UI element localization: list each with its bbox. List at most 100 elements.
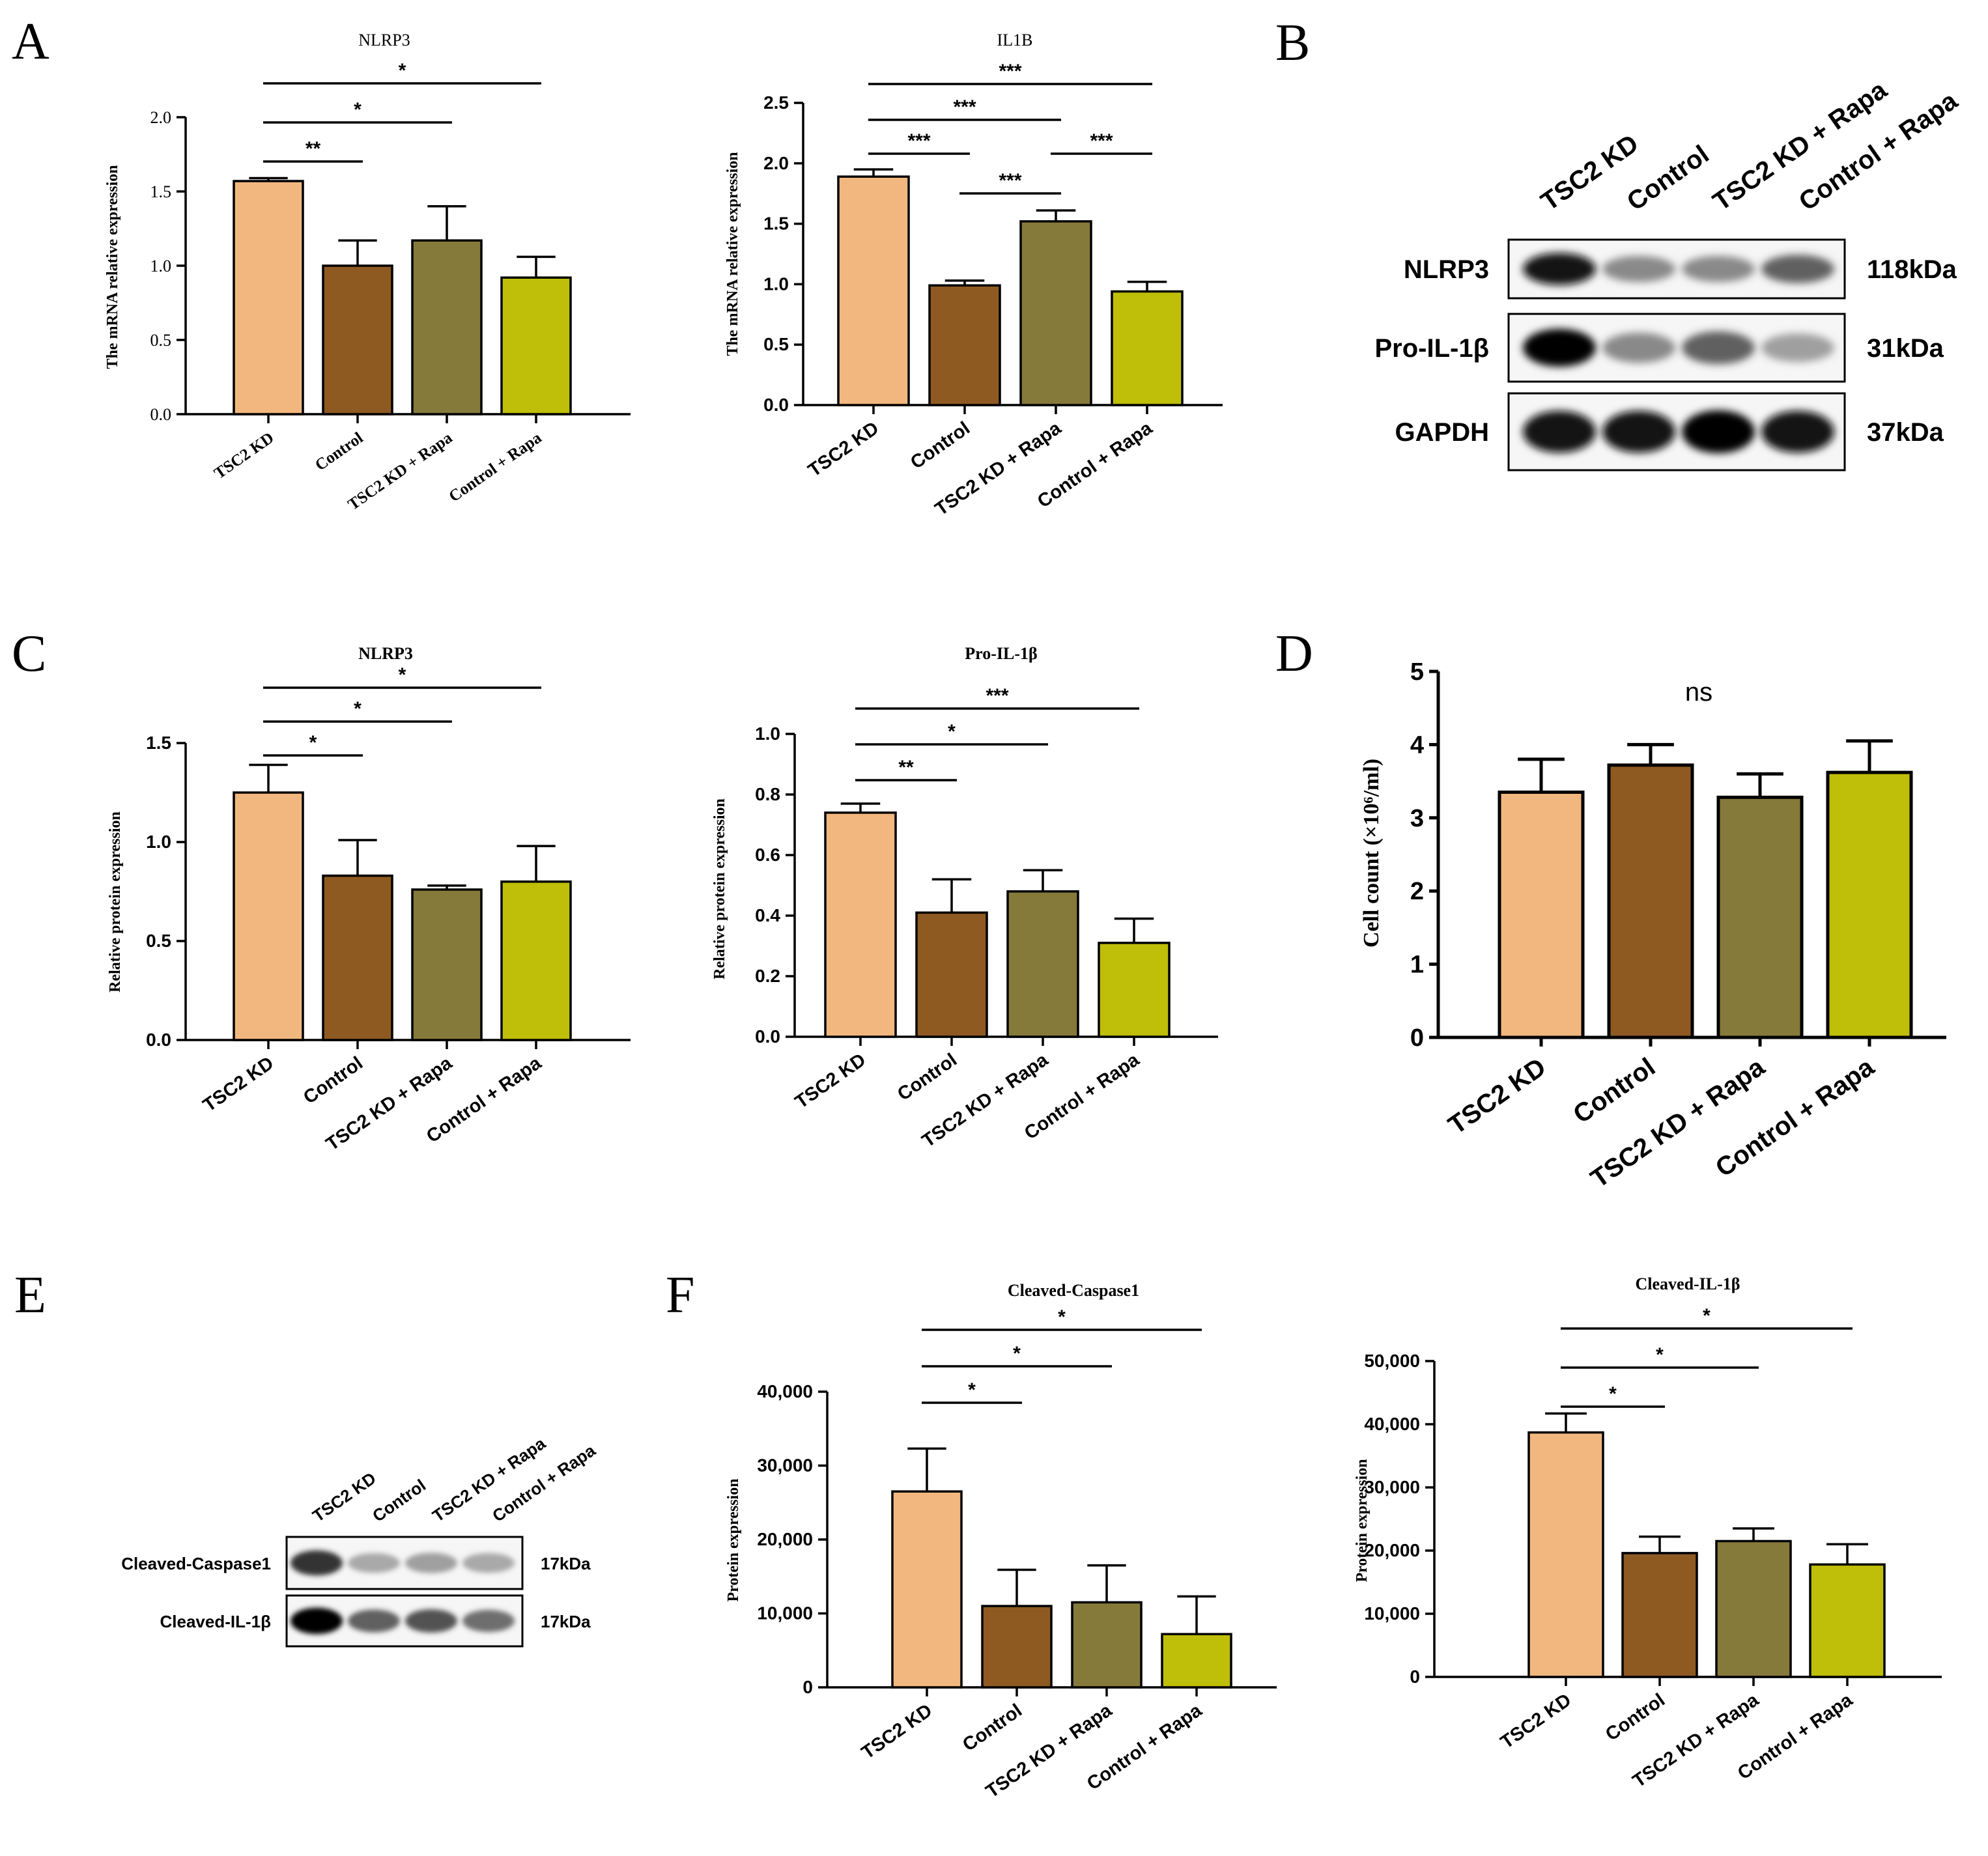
y-axis-label: Protein expression xyxy=(725,1478,742,1601)
bar xyxy=(500,880,572,1041)
bar xyxy=(1098,942,1171,1038)
y-axis-label: Cell count (×10⁶/ml) xyxy=(1359,759,1384,948)
bar xyxy=(500,276,572,415)
chart-a-nlrp3-mrna: NLRP3 The mRNA relative expression 0.0 0.5 1… xyxy=(104,31,631,514)
y-tick-label: 0.0 xyxy=(763,395,789,415)
y-tick-label: 0 xyxy=(1410,1666,1420,1687)
y-tick-label: 1.0 xyxy=(150,257,172,275)
significance-marker: * xyxy=(1656,1344,1664,1366)
blot-kda-label: 17kDa xyxy=(541,1612,591,1631)
category-label: TSC2 KD xyxy=(1443,1052,1551,1140)
category-label: TSC2 KD xyxy=(858,1700,936,1764)
chart-c-nlrp3-protein: NLRP3 Relative protein expression 0.0 0.5 1.… xyxy=(107,644,631,1155)
y-tick-label: 20,000 xyxy=(757,1529,813,1549)
significance-marker: * xyxy=(948,721,956,742)
y-axis-label: The mRNA relative expression xyxy=(104,165,121,369)
chart-f-cleaved-caspase1: Cleaved-Caspase1 Protein expression 0 10,00… xyxy=(725,1281,1277,1803)
bar xyxy=(411,239,483,415)
bar xyxy=(411,888,483,1041)
bar xyxy=(981,1605,1053,1689)
bar xyxy=(322,264,393,415)
blot-row-label: Cleaved-Caspase1 xyxy=(121,1554,271,1573)
bar xyxy=(824,811,897,1038)
blot-band xyxy=(1523,410,1596,453)
bar xyxy=(891,1490,963,1689)
significance-marker: *** xyxy=(907,130,930,152)
y-tick-label: 4 xyxy=(1410,731,1424,759)
blot-kda-label: 17kDa xyxy=(541,1554,591,1573)
category-label: Control xyxy=(1602,1690,1669,1745)
bar xyxy=(1809,1563,1886,1678)
significance-marker: * xyxy=(1013,1343,1021,1364)
category-label: TSC2 KD xyxy=(804,418,883,481)
significance-marker: ** xyxy=(898,757,914,778)
significance-marker: * xyxy=(1058,1306,1066,1328)
chart-title: IL1B xyxy=(997,31,1033,49)
blot-band xyxy=(1602,255,1675,283)
bar xyxy=(233,791,304,1041)
panel-label-d: D xyxy=(1275,625,1313,682)
bar xyxy=(233,180,304,415)
blot-band xyxy=(1682,255,1755,283)
y-tick-label: 1.0 xyxy=(763,274,789,294)
significance-marker: *** xyxy=(986,685,1008,707)
bar xyxy=(1019,220,1092,406)
chart-f-cleaved-il1b: Cleaved-IL-1β Protein expression 0 10,000 20… xyxy=(1354,1274,1942,1792)
y-tick-label: 0.2 xyxy=(755,966,780,986)
panel-label-b: B xyxy=(1275,14,1310,72)
category-label: TSC2 KD xyxy=(1497,1690,1575,1753)
y-axis-label: Relative protein expression xyxy=(107,811,124,992)
bar xyxy=(837,175,910,406)
y-tick-label: 2.5 xyxy=(763,92,789,113)
y-tick-label: 30,000 xyxy=(1364,1477,1420,1497)
y-tick-label: 1.0 xyxy=(146,832,171,852)
chart-title: NLRP3 xyxy=(358,31,410,49)
blot-band xyxy=(1523,328,1596,367)
y-tick-label: 2.0 xyxy=(150,108,172,127)
y-tick-label: 1.0 xyxy=(755,724,780,744)
blot-band xyxy=(1682,410,1755,454)
y-tick-label: 10,000 xyxy=(757,1603,813,1624)
lane-label: TSC2 KD xyxy=(1536,129,1643,216)
blot-row-label: GAPDH xyxy=(1395,418,1489,447)
significance-marker: *** xyxy=(1090,130,1113,152)
category-label: Control xyxy=(312,429,366,475)
panel-label-a: A xyxy=(12,13,50,70)
category-label: TSC2 KD xyxy=(791,1050,870,1113)
bar xyxy=(1621,1552,1698,1678)
y-axis-label: Protein expression xyxy=(1354,1459,1370,1582)
y-tick-label: 3 xyxy=(1410,805,1424,832)
y-tick-label: 0 xyxy=(802,1677,813,1697)
chart-title: Cleaved-Caspase1 xyxy=(1008,1281,1139,1300)
blot-row-label: NLRP3 xyxy=(1404,255,1489,284)
category-label: Control xyxy=(959,1700,1026,1756)
blot-band xyxy=(348,1553,400,1573)
bar xyxy=(1715,1540,1792,1678)
blot-band xyxy=(291,1550,343,1576)
y-axis-label: The mRNA relative expression xyxy=(724,152,741,356)
lane-label: Control + Rapa xyxy=(489,1441,599,1526)
y-tick-label: 0.6 xyxy=(755,845,780,865)
y-tick-label: 0.8 xyxy=(755,784,780,804)
chart-c-pro-il1b-protein: Pro-IL-1β Relative protein expression 0.0 0… xyxy=(711,644,1218,1152)
blot-band xyxy=(1761,255,1834,283)
y-tick-label: 40,000 xyxy=(1364,1414,1420,1434)
category-label: Control xyxy=(1568,1052,1660,1129)
bar xyxy=(1826,770,1913,1039)
significance-marker: *** xyxy=(999,61,1021,82)
significance-marker: * xyxy=(399,60,406,81)
y-tick-label: 20,000 xyxy=(1364,1540,1420,1560)
bar xyxy=(1607,763,1694,1039)
blot-row-label: Cleaved-IL-1β xyxy=(160,1612,271,1631)
significance-marker: * xyxy=(1609,1383,1617,1405)
bar xyxy=(1161,1633,1232,1689)
y-tick-label: 1.5 xyxy=(150,182,172,201)
category-label: Control xyxy=(300,1053,367,1108)
significance-marker: * xyxy=(1703,1305,1711,1327)
bar xyxy=(1006,890,1079,1038)
y-tick-label: 0.5 xyxy=(146,931,171,951)
significance-marker: * xyxy=(309,732,317,753)
bar xyxy=(322,874,393,1041)
